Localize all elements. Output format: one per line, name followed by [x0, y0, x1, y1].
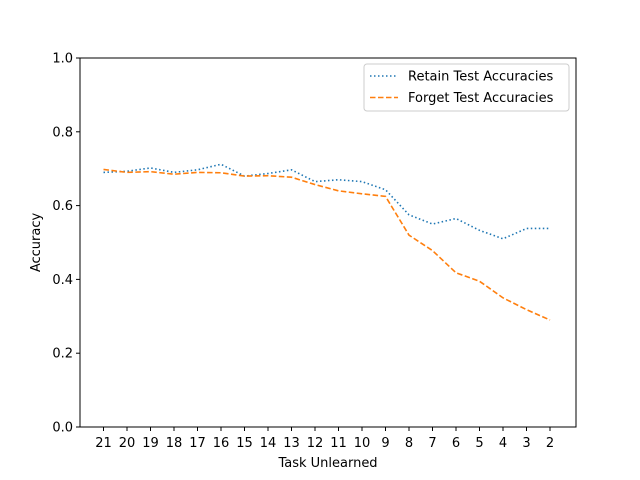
- series-line-retain: [103, 163, 550, 240]
- x-tick-label: 15: [236, 436, 253, 451]
- y-axis: 0.0 0.2 0.4 0.6 0.8 1.0: [52, 52, 80, 436]
- plot-area: [103, 163, 551, 321]
- x-tick-label: 9: [381, 436, 389, 451]
- x-tick-label: 16: [213, 436, 230, 451]
- x-tick-label: 19: [142, 436, 159, 451]
- x-axis-label: Task Unlearned: [277, 456, 377, 471]
- axes-frame: [79, 57, 577, 428]
- x-tick-label: 4: [499, 436, 507, 451]
- legend-label-forget: Forget Test Accuracies: [408, 91, 554, 106]
- x-tick-label: 6: [452, 436, 460, 451]
- series-line-forget: [103, 168, 551, 321]
- x-tick-label: 21: [95, 436, 112, 451]
- x-axis: 21 20 19 18 17 16 15 14 13 12 11 10 9 8 7 6 5 4 3 2: [95, 427, 554, 451]
- x-tick-label: 20: [119, 436, 136, 451]
- x-tick-label: 13: [283, 436, 300, 451]
- y-tick-label: 0.0: [52, 421, 73, 436]
- y-tick-label: 0.6: [52, 199, 73, 214]
- y-tick-label: 0.8: [52, 125, 73, 140]
- x-tick-label: 2: [546, 436, 554, 451]
- legend: Retain Test Accuracies Forget Test Accur…: [363, 63, 570, 112]
- x-tick-label: 10: [354, 436, 371, 451]
- legend-box: [363, 63, 570, 112]
- x-tick-label: 8: [405, 436, 413, 451]
- x-tick-label: 18: [166, 436, 183, 451]
- y-tick-label: 0.4: [52, 273, 73, 288]
- x-tick-label: 7: [428, 436, 436, 451]
- y-tick-label: 1.0: [52, 52, 73, 67]
- x-tick-label: 5: [475, 436, 483, 451]
- y-tick-label: 0.2: [52, 347, 73, 362]
- legend-label-retain: Retain Test Accuracies: [408, 70, 553, 85]
- x-tick-label: 3: [522, 436, 530, 451]
- x-tick-label: 11: [330, 436, 347, 451]
- x-tick-label: 14: [260, 436, 277, 451]
- x-tick-label: 12: [307, 436, 324, 451]
- y-axis-label: Accuracy: [29, 213, 44, 273]
- x-tick-label: 17: [189, 436, 206, 451]
